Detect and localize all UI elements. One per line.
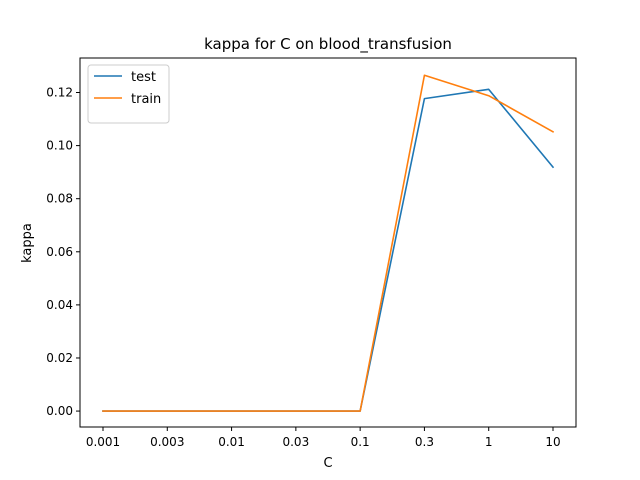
x-tick-label: 0.01 (218, 435, 245, 449)
series-line-train (102, 74, 555, 412)
plot-area: 0.001 0.003 0.01 0.03 0.1 0.3 1 10 0.00 0.02 0.04 0… (46, 57, 577, 449)
legend: test train (87, 64, 170, 124)
x-tick-label: 0.003 (150, 435, 184, 449)
y-tick-label: 0.02 (46, 351, 73, 365)
x-tick-label: 1 (485, 435, 493, 449)
x-axis-title: C (323, 456, 332, 471)
y-tick-label: 0.04 (46, 298, 73, 312)
y-tick-label: 0.10 (46, 139, 73, 153)
y-axis-title: kappa (20, 223, 35, 263)
legend-label-train: train (131, 92, 161, 107)
x-tick-label: 10 (545, 435, 560, 449)
y-tick-label: 0.06 (46, 245, 73, 259)
legend-label-test: test (131, 70, 156, 85)
y-tick-label: 0.12 (46, 86, 73, 100)
x-tick-label: 0.3 (415, 435, 434, 449)
legend-box (87, 64, 170, 124)
x-tick-label: 0.1 (351, 435, 370, 449)
x-tick-label: 0.001 (86, 435, 120, 449)
plot-frame (79, 57, 577, 428)
y-tick-label: 0.08 (46, 192, 73, 206)
x-tick-label: 0.03 (282, 435, 309, 449)
chart-title: kappa for C on blood_transfusion (204, 35, 452, 54)
y-tick-label: 0.00 (46, 404, 73, 418)
